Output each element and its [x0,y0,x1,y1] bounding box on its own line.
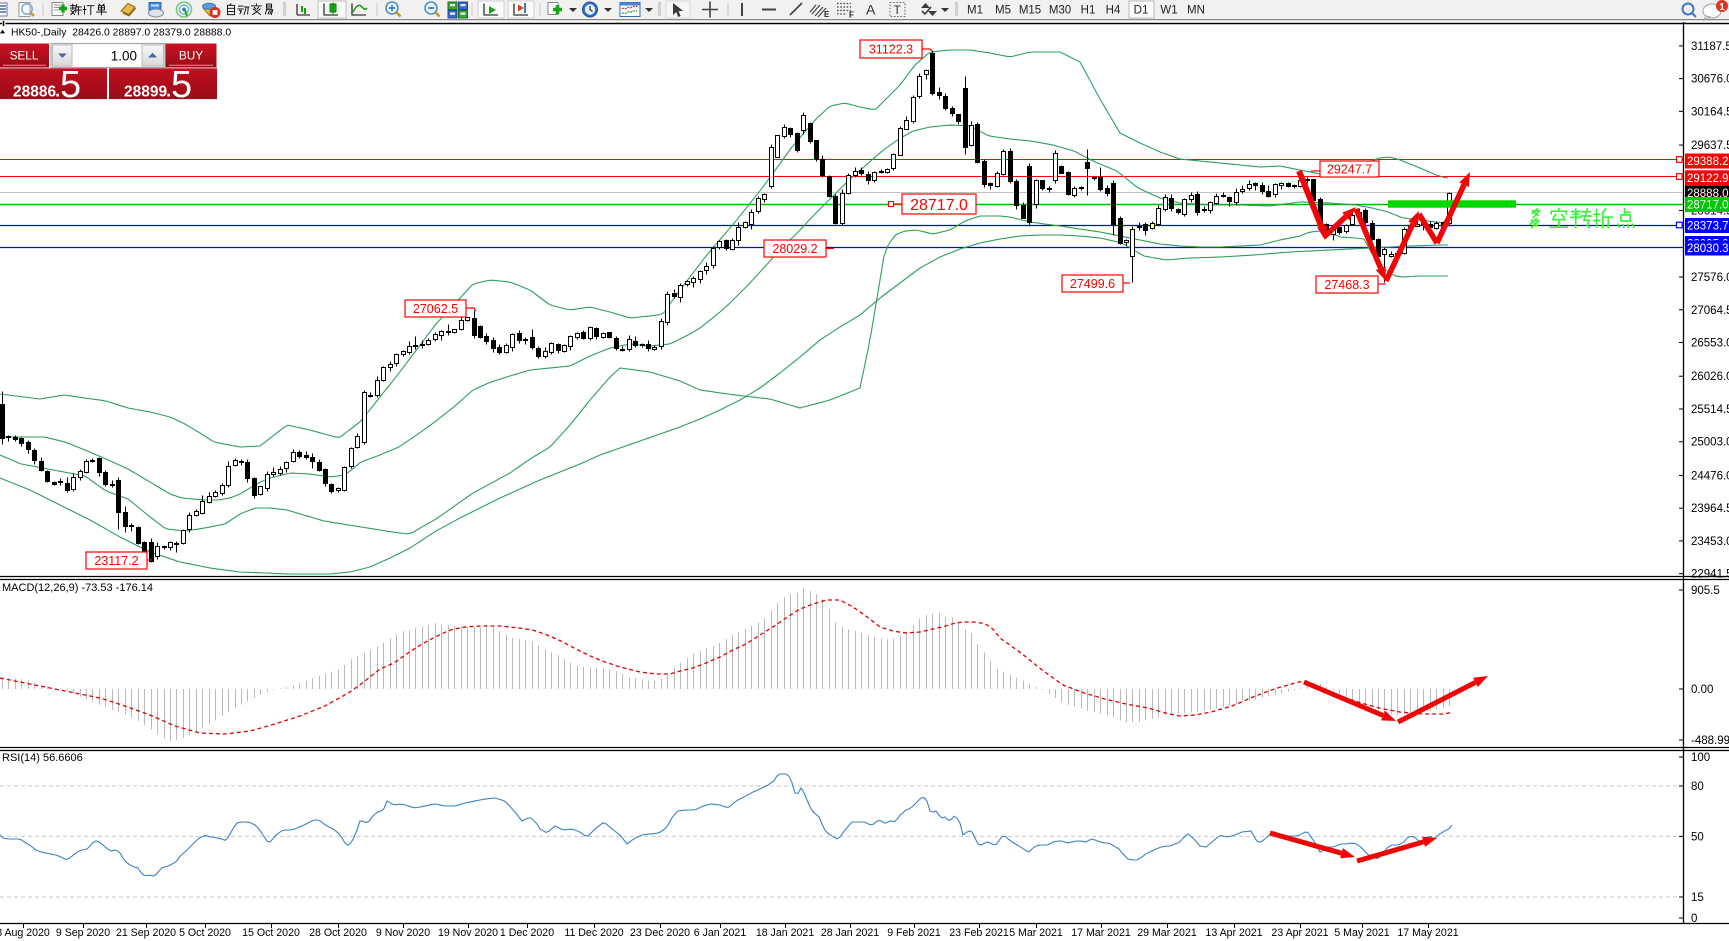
svg-text:M30: M30 [1049,5,1071,17]
svg-text:27576.0: 27576.0 [1691,272,1729,284]
svg-text:0.00: 0.00 [1691,684,1713,696]
svg-text:W1: W1 [1160,5,1177,17]
svg-text:31187.5: 31187.5 [1691,41,1729,53]
svg-text:30676.0: 30676.0 [1691,74,1729,86]
svg-text:M15: M15 [1019,5,1041,17]
svg-text:0: 0 [1691,913,1697,925]
svg-text:29388.2: 29388.2 [1687,156,1729,168]
svg-text:H1: H1 [1081,5,1096,17]
svg-text:28899: 28899 [124,84,167,101]
svg-text:19 Nov 2020: 19 Nov 2020 [438,927,498,939]
svg-text:1.00: 1.00 [111,49,137,64]
svg-text:5: 5 [171,64,192,106]
svg-text:25514.5: 25514.5 [1691,404,1729,416]
svg-text:15 Oct 2020: 15 Oct 2020 [242,927,300,939]
svg-text:8 Aug 2020: 8 Aug 2020 [0,927,50,939]
svg-text:26553.0: 26553.0 [1691,338,1729,350]
svg-text:23453.0: 23453.0 [1691,536,1729,548]
svg-text:28029.2: 28029.2 [772,242,817,256]
svg-text:RSI(14) 56.6606: RSI(14) 56.6606 [2,752,83,764]
svg-text:28 Jan 2021: 28 Jan 2021 [821,927,879,939]
svg-text:27062.5: 27062.5 [413,302,458,316]
svg-text:29637.5: 29637.5 [1691,140,1729,152]
svg-text:31122.3: 31122.3 [869,43,913,57]
svg-text:28373.7: 28373.7 [1687,221,1729,233]
svg-text:A: A [866,2,876,18]
svg-text:5 Oct 2020: 5 Oct 2020 [179,927,231,939]
svg-text:18 Jan 2021: 18 Jan 2021 [756,927,814,939]
svg-text:23117.2: 23117.2 [94,554,138,568]
svg-text:23 Feb 2021: 23 Feb 2021 [949,927,1009,939]
svg-text:E: E [824,10,830,19]
svg-text:23 Apr 2021: 23 Apr 2021 [1271,927,1328,939]
svg-text:29 Mar 2021: 29 Mar 2021 [1137,927,1197,939]
svg-text:23964.5: 23964.5 [1691,503,1729,515]
svg-text:28 Oct 2020: 28 Oct 2020 [309,927,367,939]
svg-text:9 Nov 2020: 9 Nov 2020 [376,927,430,939]
svg-text:26026.0: 26026.0 [1691,371,1729,383]
svg-text:23 Dec 2020: 23 Dec 2020 [630,927,690,939]
svg-text:21 Sep 2020: 21 Sep 2020 [116,927,176,939]
svg-text:5 Mar 2021: 5 Mar 2021 [1009,927,1063,939]
svg-text:28717.0: 28717.0 [910,197,968,214]
svg-text:24476.0: 24476.0 [1691,470,1729,482]
svg-text:17 Mar 2021: 17 Mar 2021 [1071,927,1131,939]
svg-text:905.5: 905.5 [1691,585,1720,597]
svg-text:80: 80 [1691,781,1704,793]
svg-text:F: F [849,11,854,20]
svg-text:6 Jan 2021: 6 Jan 2021 [694,927,747,939]
svg-text:H4: H4 [1106,5,1121,17]
svg-text:29122.9: 29122.9 [1687,173,1729,185]
svg-text:50: 50 [1691,831,1704,843]
svg-text:5: 5 [60,64,81,106]
svg-text:MACD(12,26,9) -73.53 -176.14: MACD(12,26,9) -73.53 -176.14 [2,582,153,594]
svg-text:27499.6: 27499.6 [1070,277,1115,291]
svg-text:28717.0: 28717.0 [1687,200,1729,212]
svg-text:MN: MN [1187,5,1205,17]
svg-text:HK50-,Daily 28426.0 28897.0 2: HK50-,Daily 28426.0 28897.0 28379.0 2888… [11,28,231,39]
svg-text:M5: M5 [995,5,1011,17]
svg-text:1: 1 [1719,2,1725,13]
svg-text:27064.5: 27064.5 [1691,305,1729,317]
svg-text:.: . [165,73,172,103]
svg-text:-488.99: -488.99 [1691,735,1729,747]
svg-text:28886: 28886 [13,84,56,101]
svg-text:22941.5: 22941.5 [1691,569,1729,581]
svg-text:27468.3: 27468.3 [1324,278,1369,292]
svg-text:30164.5: 30164.5 [1691,106,1729,118]
svg-text:25003.0: 25003.0 [1691,437,1729,449]
svg-text:5 May 2021: 5 May 2021 [1334,927,1389,939]
svg-text:1 Dec 2020: 1 Dec 2020 [500,927,554,939]
svg-text:BUY: BUY [179,49,203,63]
svg-text:D1: D1 [1134,5,1149,17]
svg-text:11 Dec 2020: 11 Dec 2020 [564,927,623,939]
svg-text:28030.3: 28030.3 [1687,243,1729,255]
svg-text:T: T [894,3,902,17]
svg-text:15: 15 [1691,892,1704,904]
svg-text:SELL: SELL [10,49,39,63]
svg-text:17 May 2021: 17 May 2021 [1397,927,1458,939]
svg-text:.: . [54,73,61,103]
svg-text:100: 100 [1691,752,1710,764]
svg-text:9 Sep 2020: 9 Sep 2020 [56,927,110,939]
svg-text:13 Apr 2021: 13 Apr 2021 [1205,927,1262,939]
svg-text:M1: M1 [967,5,983,17]
svg-text:29247.7: 29247.7 [1327,163,1372,177]
svg-text:9 Feb 2021: 9 Feb 2021 [887,927,941,939]
